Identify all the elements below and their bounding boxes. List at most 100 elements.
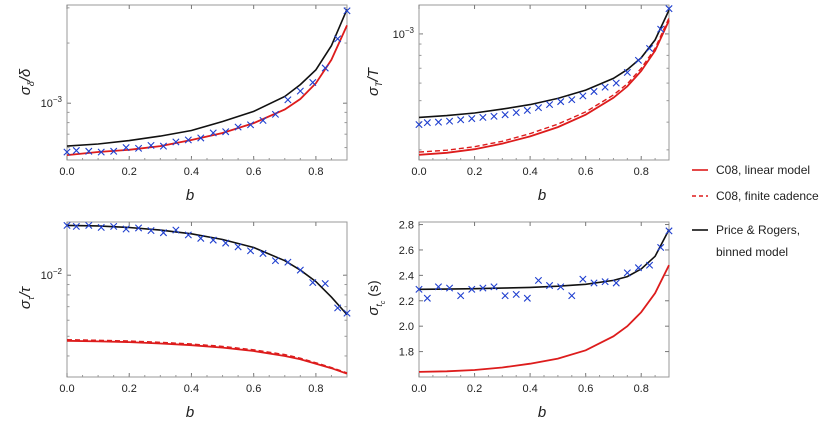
measured-point — [110, 147, 118, 155]
y-axis-label: σδ/δ — [17, 68, 36, 95]
x-tick-label: 0.8 — [634, 166, 649, 178]
measured-point — [501, 111, 509, 119]
panel-bottom-right: 0.0 0.2 0.4 0.6 0.8 1.8 2.0 2.2 2.4 2.6 2.8 b σtc (s… — [365, 220, 673, 421]
measured-point — [457, 292, 465, 300]
measured-point — [501, 292, 509, 300]
measured-point — [612, 79, 620, 87]
measured-point — [634, 56, 643, 64]
measured-point — [590, 279, 598, 287]
measured-point — [468, 115, 476, 123]
series-line-linear — [66, 25, 348, 156]
measured-point — [72, 222, 80, 231]
measured-point — [579, 275, 587, 283]
measured-point — [134, 224, 143, 232]
measured-point — [434, 118, 443, 126]
panel-top-left: 0.0 0.2 0.4 0.6 0.8 10−3 b σδ/δ — [17, 4, 351, 204]
measured-point — [423, 294, 431, 302]
measured-point — [645, 44, 654, 53]
measured-point — [579, 92, 587, 100]
x-tick-label: 0.4 — [522, 383, 537, 395]
series-line-binned — [418, 9, 670, 119]
measured-point — [568, 292, 576, 300]
plot-frame — [66, 221, 348, 378]
y-tick-label: 1.8 — [399, 347, 414, 359]
measured-point — [479, 284, 487, 292]
legend-label: Price & Rogers, — [716, 223, 800, 237]
measured-point — [284, 258, 292, 266]
measured-point — [457, 116, 465, 124]
y-tick-label: 2.2 — [399, 296, 414, 308]
measured-point — [665, 227, 673, 235]
measured-point — [97, 223, 105, 232]
measured-point — [523, 294, 531, 302]
measured-point — [545, 100, 554, 109]
series-line-finite — [418, 17, 670, 153]
legend-label: binned model — [716, 245, 788, 259]
x-tick-label: 0.6 — [578, 166, 593, 178]
measured-point — [97, 148, 105, 156]
series-line-binned — [66, 8, 348, 147]
measured-point — [63, 221, 71, 230]
measured-point — [85, 221, 93, 230]
measured-point — [568, 96, 576, 104]
measured-point — [246, 247, 255, 255]
panel-bottom-left: 0.0 0.2 0.4 0.6 0.8 10−2 b στ/τ — [17, 221, 351, 421]
measured-point — [334, 35, 342, 43]
measured-point — [468, 285, 476, 293]
measured-point — [184, 136, 192, 144]
x-tick-label: 0.4 — [184, 383, 199, 395]
measured-point — [72, 146, 80, 155]
measured-point — [309, 78, 317, 87]
x-tick-label: 0.6 — [246, 166, 261, 178]
x-tick-label: 0.4 — [184, 166, 199, 178]
x-tick-label: 0.0 — [411, 383, 426, 395]
measured-point — [259, 116, 267, 125]
measured-point — [147, 141, 155, 150]
measured-point — [259, 249, 267, 258]
legend-label: C08, linear model — [716, 163, 810, 177]
x-axis-label: b — [186, 404, 194, 421]
measured-point — [490, 112, 498, 120]
measured-point — [197, 234, 205, 242]
measured-point — [234, 123, 242, 131]
y-axis-label: σtc (s) — [365, 280, 387, 315]
measured-point — [545, 281, 554, 290]
measured-point — [590, 87, 598, 96]
measured-point — [271, 257, 280, 265]
y-tick-label: 2.8 — [399, 220, 414, 232]
measured-point — [296, 87, 304, 95]
measured-point — [612, 279, 620, 287]
x-tick-label: 0.2 — [467, 383, 482, 395]
x-tick-label: 0.8 — [634, 383, 649, 395]
measured-point — [657, 243, 665, 251]
x-tick-label: 0.6 — [578, 383, 593, 395]
measured-point — [234, 243, 242, 251]
measured-point — [296, 266, 304, 274]
measured-point — [284, 96, 292, 104]
y-tick-label: 2.6 — [399, 245, 414, 257]
panel-top-right: 0.0 0.2 0.4 0.6 0.8 10−3 b σT/T — [365, 4, 673, 204]
series-line-linear — [418, 264, 670, 373]
measured-point — [490, 283, 498, 291]
measured-point — [343, 309, 351, 317]
measured-point — [159, 229, 168, 237]
x-tick-label: 0.2 — [122, 166, 137, 178]
svg-text:στ/τ: στ/τ — [17, 286, 36, 310]
measured-point — [415, 120, 423, 129]
measured-point — [321, 279, 329, 288]
measured-point — [634, 264, 643, 272]
measured-point — [122, 143, 130, 152]
x-tick-label: 0.0 — [59, 166, 74, 178]
x-axis-label: b — [538, 187, 546, 204]
x-axis-label: b — [186, 187, 194, 204]
measured-point — [134, 144, 143, 152]
measured-point — [445, 284, 454, 292]
x-tick-label: 0.2 — [467, 166, 482, 178]
svg-text:σtc (s): σtc (s) — [365, 280, 387, 315]
y-tick-label: 2.4 — [399, 270, 414, 282]
measured-point — [601, 83, 609, 91]
legend-label: C08, finite cadence — [716, 189, 819, 203]
x-tick-label: 0.0 — [411, 166, 426, 178]
measured-point — [110, 222, 118, 231]
measured-point — [645, 261, 654, 269]
